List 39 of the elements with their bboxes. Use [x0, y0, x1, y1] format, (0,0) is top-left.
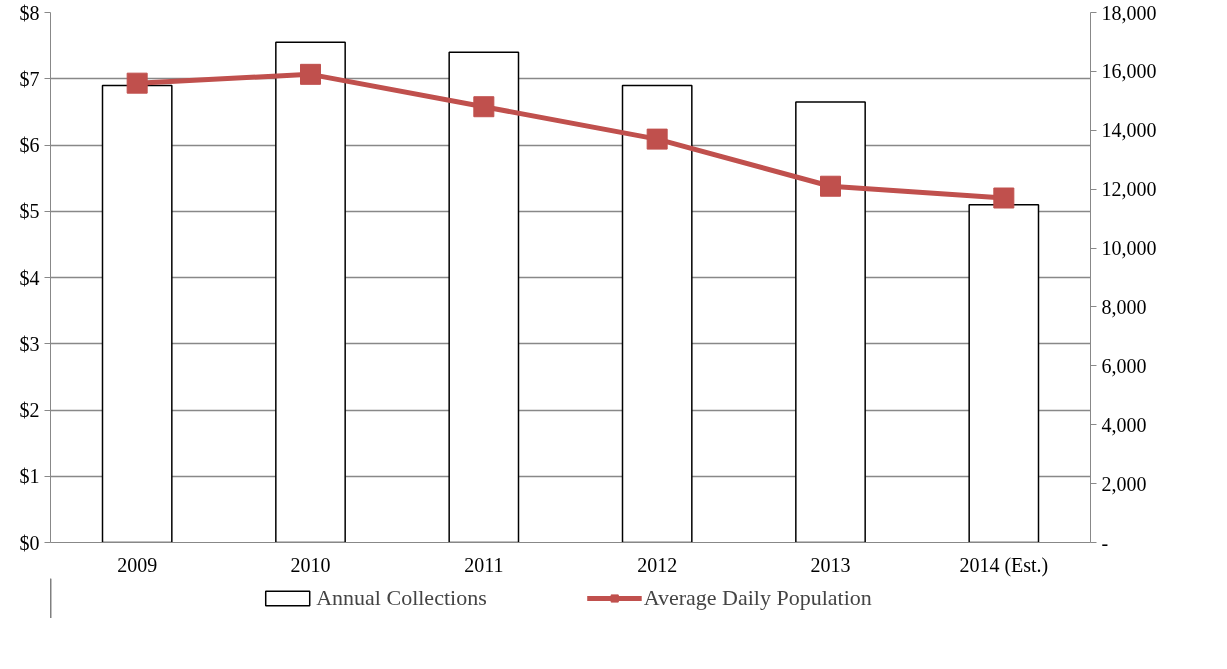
y2-tick-label: 4,000	[1101, 413, 1147, 436]
y2-tick-label: 16,000	[1101, 60, 1157, 83]
point	[993, 187, 1015, 209]
y2-tick-label: 2,000	[1101, 472, 1147, 495]
x-tick-label: 2009	[117, 553, 158, 576]
x-tick-label: 2014 (Est.)	[959, 553, 1049, 577]
bar	[448, 51, 520, 543]
y2-tick-label: 10,000	[1101, 237, 1157, 260]
y-tick-label: $6	[19, 134, 40, 156]
y2-tick-label: 6,000	[1101, 354, 1147, 377]
y2-tick-label: -	[1101, 531, 1109, 554]
x-tick-label: 2011	[464, 553, 504, 576]
y2-tick-label: 18,000	[1101, 1, 1157, 24]
y-tick-label: $5	[19, 200, 40, 223]
point	[473, 96, 495, 118]
y-tick-label: $8	[19, 1, 40, 24]
y-tick-label: $0	[19, 531, 40, 554]
y-tick-label: $4	[19, 266, 40, 289]
point	[646, 128, 668, 150]
y-tick-label: $7	[19, 67, 40, 90]
y2-tick-label: 8,000	[1101, 295, 1147, 318]
x-tick-label: 2010	[290, 553, 331, 576]
x-tick-label: 2012	[637, 553, 678, 576]
point	[820, 175, 841, 197]
y-tick-label: $1	[19, 465, 40, 488]
y-tick-label: $2	[19, 399, 40, 421]
bar	[275, 41, 346, 543]
bar	[621, 84, 693, 543]
point	[300, 63, 321, 85]
legend-label: Average Daily Population	[643, 585, 872, 611]
bar	[795, 101, 866, 543]
legend-label: Annual Collections	[316, 585, 487, 611]
bar	[968, 203, 1040, 543]
bar	[101, 84, 173, 543]
y2-tick-label: 14,000	[1101, 119, 1157, 142]
y2-tick-label: 12,000	[1101, 178, 1157, 201]
y-tick-label: $3	[19, 332, 40, 355]
x-tick-label: 2013	[810, 553, 851, 576]
point	[126, 72, 148, 94]
